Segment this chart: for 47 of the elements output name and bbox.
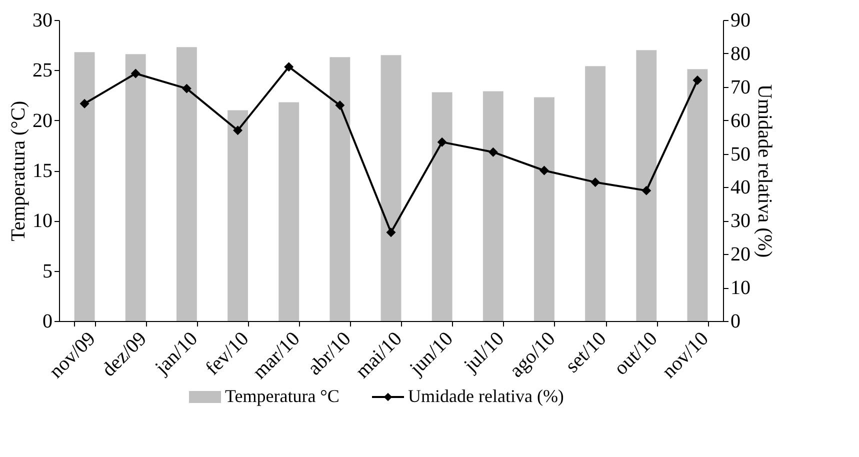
bar — [687, 69, 708, 321]
bar — [74, 52, 95, 321]
bar — [228, 110, 248, 321]
legend-label: Temperatura °C — [225, 386, 340, 406]
point — [80, 98, 90, 108]
y-tick-label: 10 — [32, 210, 52, 232]
bar — [432, 92, 452, 321]
point — [182, 84, 192, 94]
bar — [380, 55, 402, 321]
y2-tick-label: 90 — [730, 10, 750, 32]
bar — [125, 54, 146, 321]
y-tick-label: 25 — [32, 60, 52, 82]
point — [642, 186, 652, 196]
y2-tick-label: 30 — [730, 210, 750, 232]
y-tick-label: 5 — [42, 260, 52, 282]
point — [284, 62, 294, 72]
point — [590, 177, 600, 187]
y2-tick-label: 10 — [730, 277, 750, 300]
bar — [482, 91, 504, 321]
y2-tick-label: 50 — [730, 143, 750, 166]
point — [539, 166, 549, 176]
y2-axis-title: Umidade relativa (%) — [754, 84, 776, 258]
y2-tick-label: 0 — [730, 310, 740, 332]
y2-tick-label: 60 — [730, 110, 750, 132]
point — [692, 75, 702, 85]
y-tick-label: 0 — [42, 310, 52, 332]
bar — [636, 50, 657, 321]
y2-tick-label: 80 — [730, 42, 750, 65]
y-tick-label: 20 — [32, 110, 52, 132]
y2-tick-label: 70 — [730, 76, 750, 98]
y-tick-label: 15 — [32, 160, 52, 182]
bar — [176, 47, 197, 321]
y2-tick-label: 40 — [730, 176, 750, 199]
point — [233, 126, 243, 136]
bar — [278, 102, 300, 321]
point — [488, 147, 498, 157]
point — [437, 137, 447, 147]
bar — [534, 97, 554, 321]
legend-label: Umidade relativa (%) — [408, 386, 564, 406]
bar — [585, 66, 606, 321]
point — [386, 228, 396, 238]
bar — [330, 57, 350, 321]
y-axis-title: Temperatura (°C) — [8, 100, 30, 242]
point — [130, 68, 140, 78]
y2-tick-label: 20 — [730, 244, 750, 266]
point — [335, 100, 345, 110]
y-tick-label: 30 — [32, 10, 52, 32]
